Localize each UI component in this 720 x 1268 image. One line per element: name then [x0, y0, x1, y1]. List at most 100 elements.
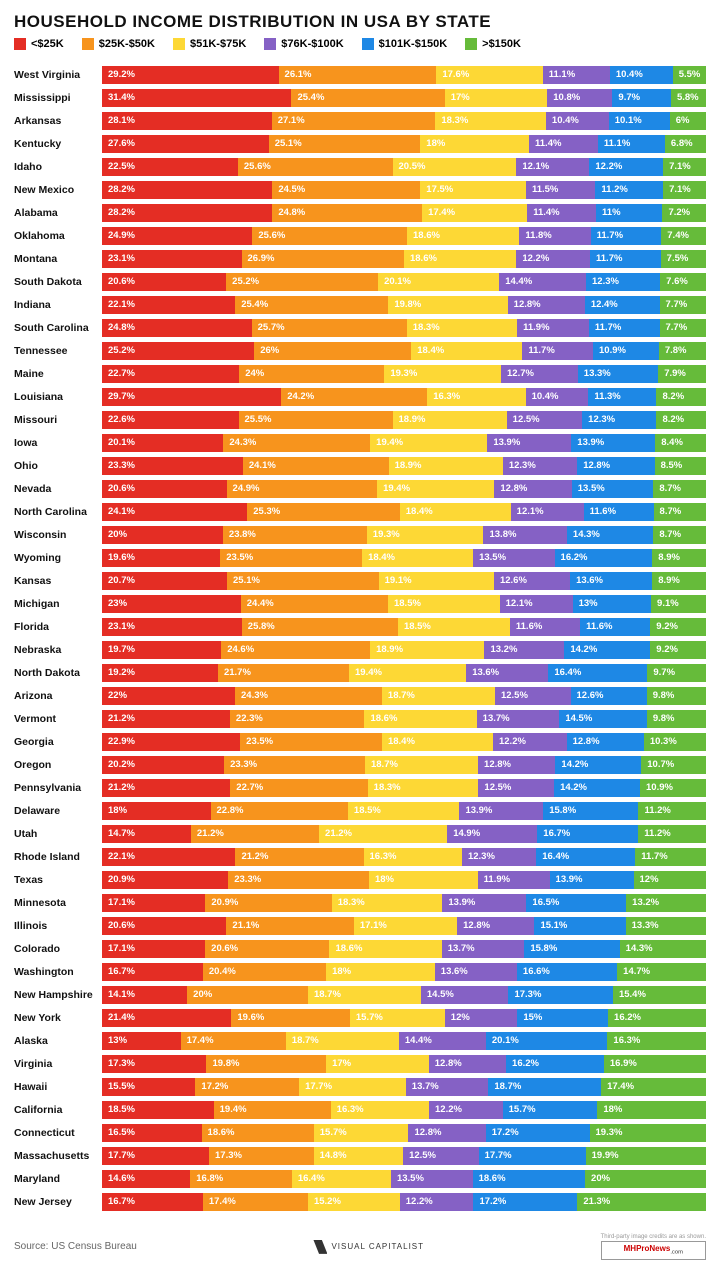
- bar-segment: 13.7%: [477, 710, 560, 728]
- state-row: Alaska13%17.4%18.7%14.4%20.1%16.3%: [14, 1030, 706, 1051]
- bar-segment: 12%: [634, 871, 706, 889]
- bar-segment: 18%: [369, 871, 478, 889]
- bar-segment: 25.3%: [247, 503, 400, 521]
- state-row: Hawaii15.5%17.2%17.7%13.7%18.7%17.4%: [14, 1076, 706, 1097]
- bar-segment: 12.8%: [457, 917, 534, 935]
- bar-segment: 16.5%: [526, 894, 626, 912]
- state-row: California18.5%19.4%16.3%12.2%15.7%18%: [14, 1099, 706, 1120]
- state-label: Arizona: [14, 690, 102, 702]
- state-row: Idaho22.5%25.6%20.5%12.1%12.2%7.1%: [14, 156, 706, 177]
- bar-segment: 12.5%: [478, 779, 554, 797]
- state-label: Maryland: [14, 1173, 102, 1185]
- bar-segment: 21.7%: [218, 664, 349, 682]
- bar-segment: 20.7%: [102, 572, 227, 590]
- bar-segment: 23.3%: [102, 457, 243, 475]
- bar-segment: 12.2%: [589, 158, 663, 176]
- state-label: Louisiana: [14, 391, 102, 403]
- state-label: Rhode Island: [14, 851, 102, 863]
- bar-segment: 21.4%: [102, 1009, 231, 1027]
- stacked-bar: 31.4%25.4%17%10.8%9.7%5.8%: [102, 89, 706, 107]
- bar-segment: 13.6%: [466, 664, 548, 682]
- mhpronews-logo: MHProNews.com: [601, 1241, 706, 1260]
- bar-segment: 28.2%: [102, 204, 272, 222]
- bar-segment: 19.3%: [590, 1124, 706, 1142]
- bar-segment: 11.7%: [591, 227, 662, 245]
- state-row: Colorado17.1%20.6%18.6%13.7%15.8%14.3%: [14, 938, 706, 959]
- bar-segment: 14.4%: [499, 273, 586, 291]
- state-label: Washington: [14, 966, 102, 978]
- bar-segment: 8.7%: [653, 526, 706, 544]
- bar-segment: 10.4%: [546, 112, 609, 130]
- bar-segment: 12.1%: [511, 503, 584, 521]
- bar-segment: 16.2%: [608, 1009, 706, 1027]
- state-row: Kansas20.7%25.1%19.1%12.6%13.6%8.9%: [14, 570, 706, 591]
- state-row: Tennessee25.2%26%18.4%11.7%10.9%7.8%: [14, 340, 706, 361]
- bar-segment: 24.1%: [102, 503, 247, 521]
- bar-segment: 19.3%: [384, 365, 501, 383]
- stacked-bar: 20.9%23.3%18%11.9%13.9%12%: [102, 871, 706, 889]
- bar-segment: 15.1%: [534, 917, 625, 935]
- bar-segment: 14.5%: [559, 710, 646, 728]
- stacked-bar: 20%23.8%19.3%13.8%14.3%8.7%: [102, 526, 706, 544]
- state-row: Vermont21.2%22.3%18.6%13.7%14.5%9.8%: [14, 708, 706, 729]
- state-row: West Virginia29.2%26.1%17.6%11.1%10.4%5.…: [14, 64, 706, 85]
- state-label: North Carolina: [14, 506, 102, 518]
- bar-segment: 19.8%: [388, 296, 507, 314]
- bar-segment: 19.4%: [370, 434, 487, 452]
- stacked-bar: 28.2%24.8%17.4%11.4%11%7.2%: [102, 204, 706, 222]
- bar-segment: 13.3%: [626, 917, 706, 935]
- stacked-bar: 18.5%19.4%16.3%12.2%15.7%18%: [102, 1101, 706, 1119]
- stacked-bar: 23.1%25.8%18.5%11.6%11.6%9.2%: [102, 618, 706, 636]
- bar-segment: 23.5%: [220, 549, 362, 567]
- bar-segment: 12.5%: [507, 411, 583, 429]
- bar-segment: 25.4%: [291, 89, 444, 107]
- bar-segment: 14.1%: [102, 986, 187, 1004]
- state-label: Wisconsin: [14, 529, 102, 541]
- state-row: Alabama28.2%24.8%17.4%11.4%11%7.2%: [14, 202, 706, 223]
- bar-segment: 8.7%: [653, 480, 706, 498]
- bar-segment: 12.1%: [500, 595, 573, 613]
- state-row: Massachusetts17.7%17.3%14.8%12.5%17.7%19…: [14, 1145, 706, 1166]
- bar-segment: 19.8%: [206, 1055, 326, 1073]
- bar-segment: 22.3%: [230, 710, 365, 728]
- state-label: Missouri: [14, 414, 102, 426]
- state-label: Hawaii: [14, 1081, 102, 1093]
- stacked-bar: 14.7%21.2%21.2%14.9%16.7%11.2%: [102, 825, 706, 843]
- stacked-bar: 20.2%23.3%18.7%12.8%14.2%10.7%: [102, 756, 706, 774]
- visual-capitalist-logo: VISUAL CAPITALIST: [313, 1240, 424, 1254]
- state-row: South Carolina24.8%25.7%18.3%11.9%11.7%7…: [14, 317, 706, 338]
- state-label: Maine: [14, 368, 102, 380]
- bar-segment: 11.9%: [478, 871, 550, 889]
- bar-segment: 13.6%: [570, 572, 652, 590]
- stacked-bar: 24.8%25.7%18.3%11.9%11.7%7.7%: [102, 319, 706, 337]
- bar-segment: 14.5%: [421, 986, 509, 1004]
- bar-segment: 20.6%: [102, 917, 226, 935]
- bar-segment: 29.2%: [102, 66, 279, 84]
- bar-segment: 17%: [445, 89, 548, 107]
- state-label: Michigan: [14, 598, 102, 610]
- bar-segment: 15.7%: [314, 1124, 409, 1142]
- bar-segment: 16.7%: [102, 963, 203, 981]
- bar-segment: 19.3%: [367, 526, 484, 544]
- state-label: Nevada: [14, 483, 102, 495]
- legend: <$25K$25K-$50K$51K-$75K$76K-$100K$101K-$…: [14, 38, 706, 50]
- bar-segment: 25.2%: [102, 342, 254, 360]
- bar-segment: 19.6%: [102, 549, 220, 567]
- state-row: Maryland14.6%16.8%16.4%13.5%18.6%20%: [14, 1168, 706, 1189]
- bar-segment: 24.2%: [281, 388, 427, 406]
- legend-item: $76K-$100K: [264, 38, 343, 50]
- state-label: Delaware: [14, 805, 102, 817]
- bar-segment: 13.9%: [487, 434, 571, 452]
- bar-segment: 11.4%: [529, 135, 598, 153]
- stacked-bar: 20.7%25.1%19.1%12.6%13.6%8.9%: [102, 572, 706, 590]
- state-row: Ohio23.3%24.1%18.9%12.3%12.8%8.5%: [14, 455, 706, 476]
- stacked-bar: 21.2%22.3%18.6%13.7%14.5%9.8%: [102, 710, 706, 728]
- state-label: Pennsylvania: [14, 782, 102, 794]
- bar-segment: 15.4%: [613, 986, 706, 1004]
- stacked-bar: 23%24.4%18.5%12.1%13%9.1%: [102, 595, 706, 613]
- bar-segment: 18.4%: [411, 342, 522, 360]
- bar-segment: 13.6%: [435, 963, 517, 981]
- state-row: South Dakota20.6%25.2%20.1%14.4%12.3%7.6…: [14, 271, 706, 292]
- bar-segment: 19.4%: [349, 664, 466, 682]
- bar-segment: 17.2%: [486, 1124, 590, 1142]
